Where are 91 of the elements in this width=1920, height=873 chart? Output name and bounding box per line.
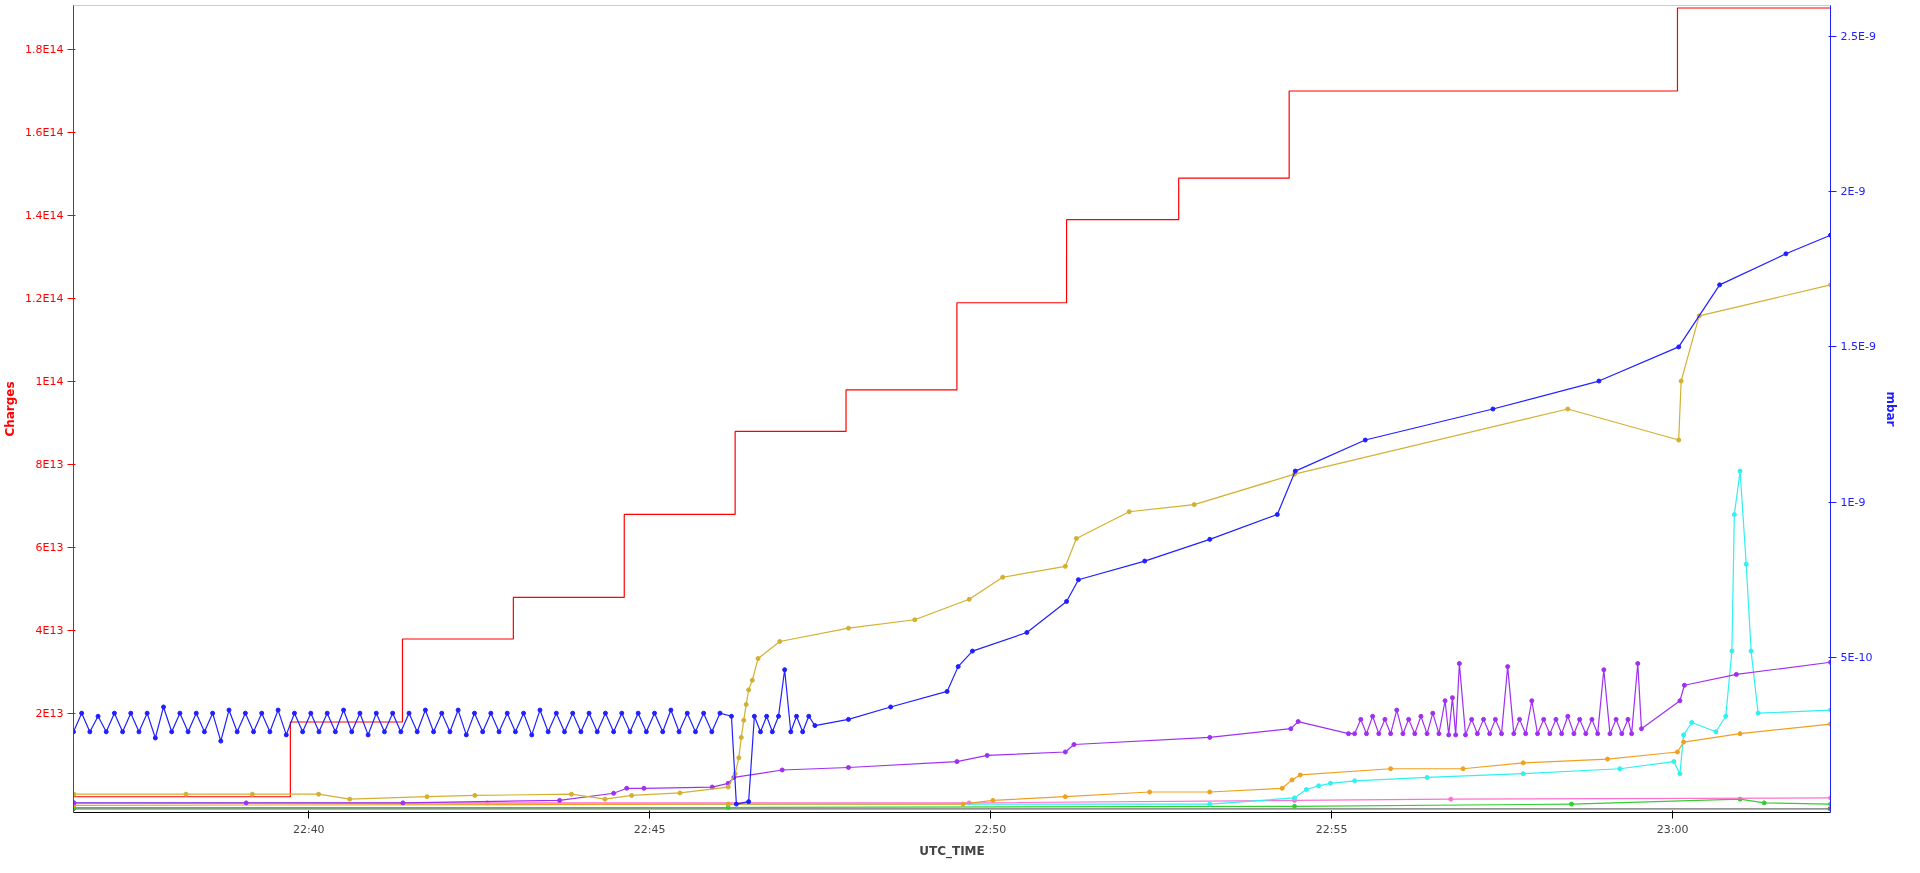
point (741, 717, 747, 723)
y-tick-label: 6E13 (35, 541, 64, 555)
point (912, 617, 918, 623)
point (1000, 574, 1006, 580)
point (1678, 378, 1684, 384)
y2-tick-label: 2.5E-9 (1840, 30, 1876, 44)
point (1448, 796, 1454, 802)
point (249, 791, 255, 797)
point (629, 792, 635, 798)
point (1677, 771, 1683, 777)
point (746, 687, 752, 693)
point (777, 638, 783, 644)
point (749, 677, 755, 683)
point (347, 796, 353, 802)
point (1303, 787, 1309, 793)
x-tick-label: 22:40 (292, 822, 325, 836)
y2-tick-label: 2E-9 (1840, 185, 1866, 199)
point (1460, 766, 1466, 772)
y-tick-label: 2E13 (35, 707, 64, 721)
point (1731, 512, 1737, 518)
point (677, 790, 683, 796)
x-axis-title: UTC_TIME (919, 843, 985, 859)
point (1689, 719, 1695, 725)
x-tick-label: 22:55 (1315, 822, 1348, 836)
point (1289, 777, 1295, 783)
point (845, 625, 851, 631)
point (1388, 766, 1394, 772)
point (1737, 731, 1743, 737)
point (1279, 785, 1285, 791)
point (316, 791, 322, 797)
point (1207, 789, 1213, 795)
point (1520, 760, 1526, 766)
x-tick-label: 22:45 (633, 822, 666, 836)
point (1062, 563, 1068, 569)
point (602, 796, 608, 802)
point (990, 797, 996, 803)
point (1352, 778, 1358, 784)
point (1126, 509, 1132, 515)
point (1147, 789, 1153, 795)
y-tick-label: 4E13 (35, 624, 64, 638)
point (725, 784, 731, 790)
y-tick-label: 1.4E14 (25, 209, 64, 223)
point (1761, 800, 1767, 806)
point (568, 791, 574, 797)
point (424, 794, 430, 800)
x-tick-label: 23:00 (1656, 822, 1689, 836)
y2-tick-label: 5E-10 (1840, 650, 1873, 664)
point (1713, 729, 1719, 735)
point (472, 792, 478, 798)
y-axis-title: Charges (3, 381, 18, 437)
point (1617, 766, 1623, 772)
point (1291, 803, 1297, 809)
y-tick-label: 1.2E14 (25, 292, 64, 306)
point (1327, 780, 1333, 786)
point (1520, 771, 1526, 777)
point (755, 656, 761, 662)
y2-axis-title: mbar (1883, 391, 1898, 427)
point (1297, 772, 1303, 778)
point (1743, 561, 1749, 567)
point (1674, 749, 1680, 755)
point (1676, 437, 1682, 443)
y2-tick-label: 1E-9 (1840, 495, 1866, 509)
point (1681, 739, 1687, 745)
point (1565, 406, 1571, 412)
point (1729, 648, 1735, 654)
point (960, 801, 966, 807)
point (1424, 774, 1430, 780)
point (1316, 783, 1322, 789)
point (183, 791, 189, 797)
point (1748, 648, 1754, 654)
point (1755, 710, 1761, 716)
point (743, 701, 749, 707)
point (966, 596, 972, 602)
point (1737, 468, 1743, 474)
point (738, 734, 744, 740)
point (1191, 502, 1197, 508)
y2-tick-label: 1.5E-9 (1840, 340, 1876, 354)
point (1605, 756, 1610, 762)
point (1073, 535, 1079, 541)
y-tick-label: 1.8E14 (25, 43, 64, 56)
point (1568, 801, 1574, 807)
point (1207, 801, 1213, 807)
point (1681, 732, 1687, 738)
point (1723, 713, 1729, 719)
point (1671, 759, 1677, 765)
point (1062, 794, 1068, 800)
y-tick-label: 1.6E14 (25, 126, 64, 140)
y-tick-label: 8E13 (35, 458, 64, 472)
y-tick-label: 1E14 (35, 375, 64, 389)
point (736, 755, 742, 761)
x-tick-label: 22:50 (974, 822, 1007, 836)
